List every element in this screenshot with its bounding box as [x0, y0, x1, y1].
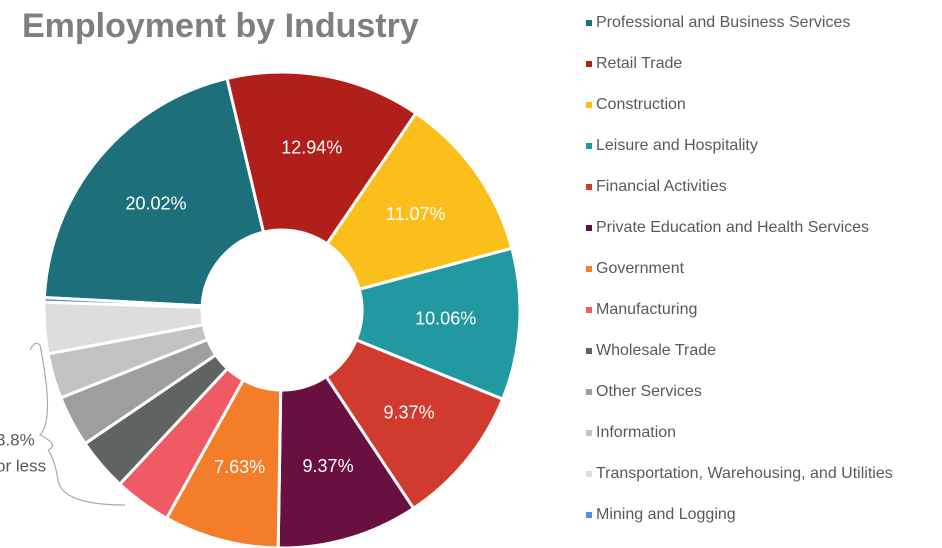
data-label: 11.07%: [386, 204, 446, 224]
slice: [324, 111, 514, 292]
slice: [225, 70, 419, 246]
legend-label: Private Education and Health Services: [596, 219, 869, 236]
legend-swatch: [586, 20, 592, 26]
legend-label: Retail Trade: [596, 55, 682, 72]
legend-label: Leisure and Hospitality: [596, 137, 758, 154]
slice: [42, 295, 204, 309]
legend-label: Information: [596, 424, 676, 441]
legend-label: Mining and Logging: [596, 506, 736, 523]
legend-swatch: [586, 471, 592, 477]
legend-swatch: [586, 389, 592, 395]
legend-swatch: [586, 102, 592, 108]
legend-swatch: [586, 307, 592, 313]
annotation: 3.8%: [0, 430, 35, 449]
data-label: 7.63%: [214, 457, 265, 477]
brace: [29, 342, 126, 506]
slice: [42, 76, 266, 308]
legend-swatch: [586, 225, 592, 231]
legend-label: Financial Activities: [596, 178, 727, 195]
legend-label: Government: [596, 260, 685, 277]
legend-label: Transportation, Warehousing, and Utiliti…: [596, 465, 893, 482]
legend-swatch: [586, 143, 592, 149]
chart-title: Employment by Industry: [22, 7, 419, 45]
legend-swatch: [586, 61, 592, 67]
data-label: 20.02%: [126, 194, 187, 214]
legend-swatch: [586, 184, 592, 190]
annotation: or less: [0, 456, 46, 475]
legend-label: Manufacturing: [596, 301, 697, 318]
data-label: 12.94%: [281, 137, 342, 157]
slice: [324, 337, 505, 511]
data-label: 10.06%: [415, 309, 476, 329]
legend-swatch: [586, 430, 592, 436]
legend-swatch: [586, 512, 592, 518]
legend-swatch: [586, 348, 592, 354]
legend-label: Other Services: [596, 383, 702, 400]
legend-label: Wholesale Trade: [596, 342, 716, 359]
data-label: 9.37%: [384, 402, 435, 422]
data-label: 9.37%: [303, 456, 354, 476]
legend-label: Professional and Business Services: [596, 14, 850, 31]
slice: [354, 246, 522, 402]
legend-swatch: [586, 266, 592, 272]
legend-label: Construction: [596, 96, 686, 113]
